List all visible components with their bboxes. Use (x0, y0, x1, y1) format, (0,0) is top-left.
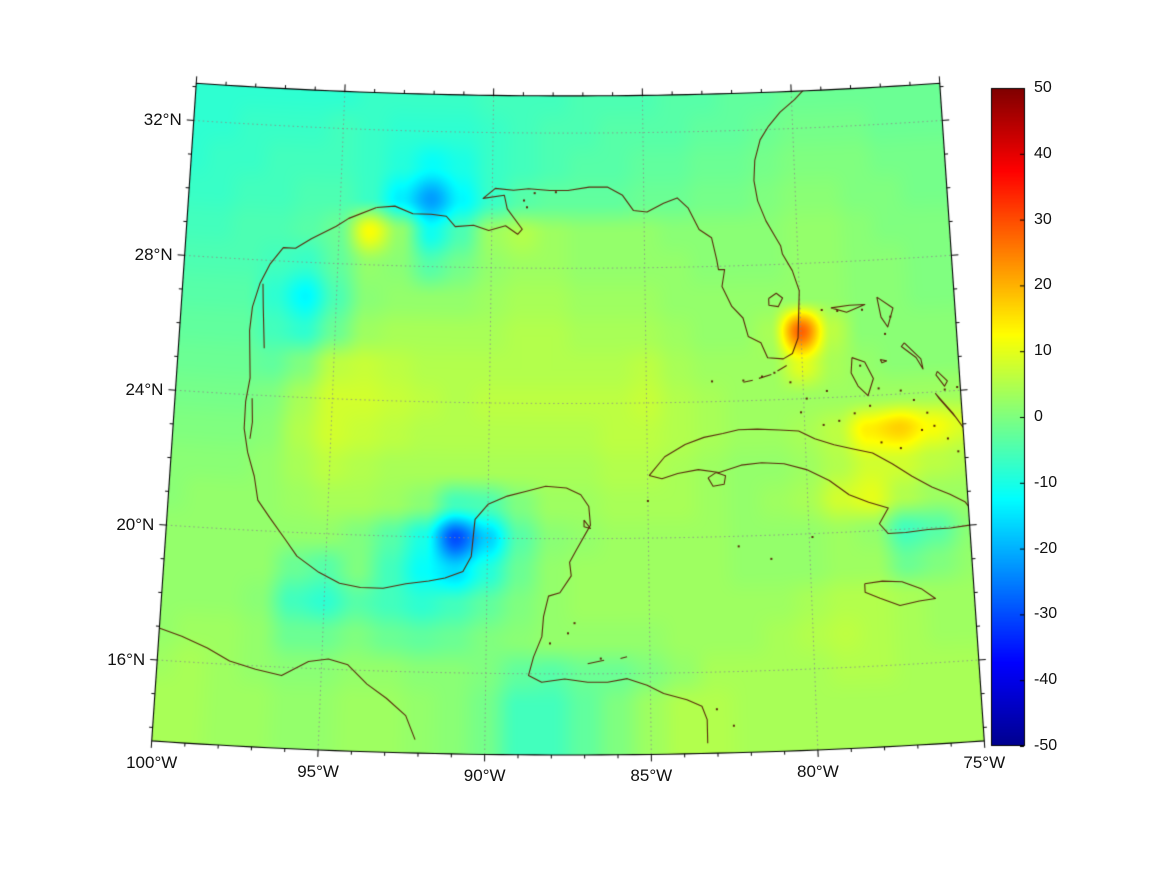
colorbar-tick-label: 0 (1034, 408, 1043, 425)
colorbar-tick-label: 40 (1034, 144, 1052, 162)
lon-tick-label: 95°W (297, 761, 339, 781)
colorbar-tick-label: -40 (1034, 671, 1058, 689)
lat-tick-label: 32°N (143, 110, 182, 130)
colorbar-tick-label: 50 (1034, 79, 1052, 96)
lon-tick-label: 85°W (630, 766, 673, 786)
lon-tick-label: 100°W (126, 752, 178, 772)
colorbar-tick-label: -10 (1034, 473, 1058, 491)
lon-tick-label: 90°W (463, 766, 506, 786)
colorbar-tick-label: -50 (1034, 737, 1058, 754)
colorbar-tick-label: -30 (1034, 605, 1058, 623)
lat-tick-label: 28°N (134, 245, 173, 265)
lat-tick-label: 16°N (107, 649, 146, 669)
lon-tick-label: 75°W (963, 752, 1006, 772)
colorbar-tick-label: 10 (1034, 342, 1052, 360)
colorbar-tick-label: 20 (1034, 276, 1052, 294)
lat-tick-label: 20°N (116, 515, 155, 535)
colorbar-tick-label: 30 (1034, 210, 1052, 228)
lat-tick-label: 24°N (125, 380, 164, 400)
lon-tick-label: 80°W (797, 761, 839, 781)
colorbar-tick-label: -20 (1034, 539, 1058, 557)
